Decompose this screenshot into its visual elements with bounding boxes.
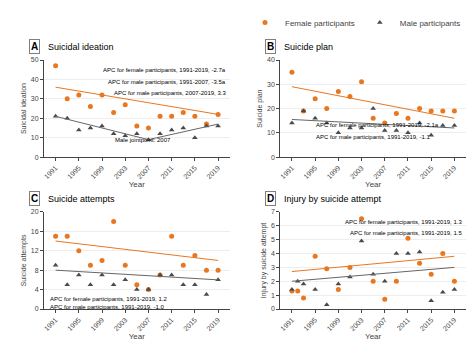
svg-text:APC for female participants, 1: APC for female participants, 1991-2019, … [50,296,167,302]
svg-text:Year: Year [365,332,382,341]
svg-text:40: 40 [267,56,275,63]
svg-text:20: 20 [31,115,39,122]
svg-text:16: 16 [31,228,39,235]
svg-text:APC for male participants, 200: APC for male participants, 2007-2019, 3.… [114,90,226,96]
svg-text:Year: Year [129,332,146,341]
svg-text:8: 8 [35,267,39,274]
svg-text:10: 10 [267,129,275,136]
svg-text:2011: 2011 [396,316,412,332]
svg-text:2: 2 [271,278,275,285]
svg-text:APC for male participants, 199: APC for male participants, 1991-2019, 1.… [350,230,462,236]
svg-text:APC for male participants, 199: APC for male participants, 1991-2007, -3… [108,79,226,85]
svg-text:50: 50 [31,56,39,63]
svg-text:APC for female participants, 1: APC for female participants, 1991-2019, … [345,219,462,225]
svg-text:30: 30 [267,81,275,88]
svg-text:2015: 2015 [182,316,198,332]
svg-text:0: 0 [35,154,39,161]
svg-text:4: 4 [271,250,275,257]
svg-text:1995: 1995 [66,164,82,180]
svg-text:1991: 1991 [279,164,295,180]
svg-text:1995: 1995 [302,164,318,180]
svg-text:2007: 2007 [372,164,388,180]
svg-text:Female participants: Female participants [285,19,355,28]
svg-text:2019: 2019 [442,316,458,332]
svg-text:6: 6 [271,222,275,229]
svg-text:Male participants: Male participants [400,19,460,28]
svg-text:0: 0 [271,154,275,161]
svg-text:5: 5 [271,236,275,243]
svg-text:4: 4 [35,286,39,293]
svg-text:2019: 2019 [442,164,458,180]
svg-text:Injury by suicide attempt: Injury by suicide attempt [260,223,268,299]
svg-text:Year: Year [365,180,382,189]
svg-text:1991: 1991 [279,316,295,332]
svg-text:1999: 1999 [89,164,105,180]
svg-text:2011: 2011 [396,164,412,180]
svg-text:1991: 1991 [43,316,59,332]
svg-text:Suicidal ideation: Suicidal ideation [20,83,27,134]
svg-text:APC for male participants, 199: APC for male participants, 1991-2019, -1… [316,134,430,140]
svg-text:Suicide attempts: Suicide attempts [20,234,28,286]
svg-text:0: 0 [35,305,39,312]
svg-text:40: 40 [31,76,39,83]
svg-text:7: 7 [271,208,275,215]
svg-text:Suicide plan: Suicide plan [256,89,264,127]
svg-text:2015: 2015 [418,164,434,180]
svg-text:B: B [267,41,274,52]
svg-text:30: 30 [31,95,39,102]
svg-text:Suicide attempts: Suicide attempts [48,194,115,204]
svg-text:1999: 1999 [326,316,342,332]
svg-text:2019: 2019 [205,316,221,332]
svg-text:Suicidal ideation: Suicidal ideation [48,42,114,52]
svg-text:10: 10 [31,134,39,141]
svg-text:3: 3 [271,264,275,271]
svg-text:1: 1 [271,292,275,299]
svg-text:20: 20 [267,105,275,112]
svg-text:Injury by suicide attempt: Injury by suicide attempt [284,194,382,204]
svg-text:1999: 1999 [89,316,105,332]
svg-text:2003: 2003 [349,316,365,332]
svg-text:2007: 2007 [136,316,152,332]
svg-text:2015: 2015 [418,316,434,332]
svg-text:Suicide plan: Suicide plan [284,42,333,52]
svg-text:2019: 2019 [205,164,221,180]
svg-text:2011: 2011 [159,316,175,332]
svg-text:1991: 1991 [43,164,59,180]
svg-text:2003: 2003 [112,164,128,180]
svg-text:2007: 2007 [372,316,388,332]
svg-text:D: D [267,193,274,204]
svg-text:APC for female participants, 1: APC for female participants, 1991-2019, … [316,122,439,128]
svg-text:1995: 1995 [302,316,318,332]
svg-text:Male jointpoint: 2007: Male jointpoint: 2007 [115,137,171,143]
svg-text:A: A [31,41,38,52]
svg-text:12: 12 [31,247,39,254]
svg-text:2003: 2003 [112,316,128,332]
svg-text:2007: 2007 [136,164,152,180]
svg-text:1995: 1995 [66,316,82,332]
svg-text:2011: 2011 [159,164,175,180]
svg-text:0: 0 [271,305,275,312]
svg-text:C: C [31,193,38,204]
svg-text:Year: Year [129,180,146,189]
svg-text:2015: 2015 [182,164,198,180]
svg-text:APC for male participants, 199: APC for male participants, 1991-2019, -1… [50,304,164,310]
svg-text:20: 20 [31,208,39,215]
svg-text:2003: 2003 [349,164,365,180]
svg-text:APC for female participants, 1: APC for female participants, 1991-2019, … [103,67,226,73]
svg-text:1999: 1999 [326,164,342,180]
